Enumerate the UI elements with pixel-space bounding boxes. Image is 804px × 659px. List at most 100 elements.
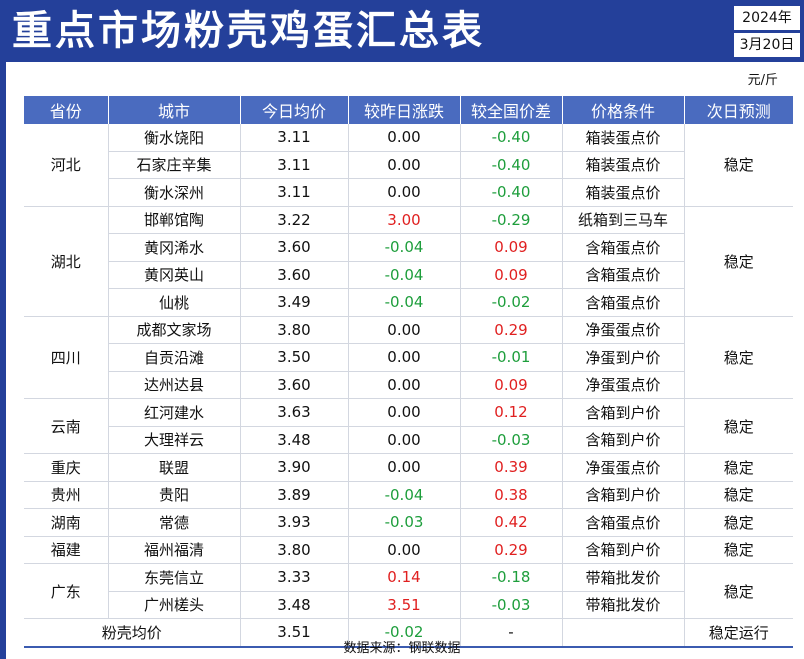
column-header: 城市 (107, 96, 240, 124)
change-cell: -0.04 (347, 233, 460, 262)
price-cell: 3.33 (239, 563, 348, 592)
diff-cell: -0.03 (459, 591, 562, 619)
forecast-cell: 稳定 (683, 563, 793, 619)
price-cell: 3.11 (239, 151, 348, 179)
diff-cell: 0.09 (459, 233, 562, 262)
unit-label: 元/斤 (747, 73, 778, 88)
city-cell: 联盟 (107, 453, 240, 482)
province-cell: 四川 (24, 316, 108, 399)
diff-cell: -0.40 (459, 178, 562, 207)
table-row: 黄冈浠水 3.60 -0.04 0.09 含箱蛋点价 (24, 233, 793, 262)
price-cell: 3.49 (239, 288, 348, 317)
city-cell: 福州福清 (107, 536, 240, 564)
table-row: 湖南 常德 3.93 -0.03 0.42 含箱蛋点价 稳定 (24, 508, 793, 537)
column-header: 次日预测 (683, 96, 793, 124)
city-cell: 东莞信立 (107, 563, 240, 592)
forecast-cell: 稳定 (683, 124, 793, 207)
city-cell: 常德 (107, 508, 240, 537)
diff-cell: -0.02 (459, 288, 562, 317)
condition-cell: 含箱到户价 (561, 481, 684, 509)
condition-cell: 带箱批发价 (561, 591, 684, 619)
condition-cell: 纸箱到三马车 (561, 206, 684, 234)
condition-cell: 箱装蛋点价 (561, 178, 684, 207)
price-cell: 3.89 (239, 481, 348, 509)
date-label: 3月20日 (734, 33, 800, 57)
table-row: 衡水深州 3.11 0.00 -0.40 箱装蛋点价 (24, 178, 793, 207)
diff-cell: -0.40 (459, 151, 562, 179)
price-cell: 3.48 (239, 426, 348, 454)
condition-cell: 含箱蛋点价 (561, 288, 684, 317)
table-row: 重庆 联盟 3.90 0.00 0.39 净蛋蛋点价 稳定 (24, 453, 793, 482)
table-row: 福建 福州福清 3.80 0.00 0.29 含箱到户价 稳定 (24, 536, 793, 564)
province-cell: 云南 (24, 398, 108, 454)
change-cell: 3.00 (347, 206, 460, 234)
column-header: 价格条件 (561, 96, 684, 124)
condition-cell: 带箱批发价 (561, 563, 684, 592)
city-cell: 石家庄辛集 (107, 151, 240, 179)
table-row: 石家庄辛集 3.11 0.00 -0.40 箱装蛋点价 (24, 151, 793, 179)
condition-cell: 含箱到户价 (561, 426, 684, 454)
city-cell: 大理祥云 (107, 426, 240, 454)
city-cell: 成都文家场 (107, 316, 240, 344)
city-cell: 衡水饶阳 (107, 124, 240, 152)
diff-cell: 0.42 (459, 508, 562, 537)
city-cell: 仙桃 (107, 288, 240, 317)
diff-cell: 0.29 (459, 316, 562, 344)
table-row: 大理祥云 3.48 0.00 -0.03 含箱到户价 (24, 426, 793, 454)
forecast-cell: 稳定 (683, 508, 793, 537)
city-cell: 广州槎头 (107, 591, 240, 619)
column-header: 较全国价差 (459, 96, 562, 124)
data-source: 数据来源：钢联数据 (343, 641, 461, 656)
province-cell: 贵州 (24, 481, 108, 509)
price-cell: 3.63 (239, 398, 348, 427)
change-cell: 0.00 (347, 178, 460, 207)
price-cell: 3.60 (239, 233, 348, 262)
condition-cell: 含箱到户价 (561, 536, 684, 564)
forecast-cell: 稳定 (683, 206, 793, 317)
province-cell: 河北 (24, 124, 108, 207)
table-row: 四川 成都文家场 3.80 0.00 0.29 净蛋蛋点价 稳定 (24, 316, 793, 399)
diff-cell: -0.29 (459, 206, 562, 234)
condition-cell: 净蛋蛋点价 (561, 453, 684, 482)
change-cell: 0.00 (347, 536, 460, 564)
change-cell: 0.00 (347, 316, 460, 344)
province-cell: 福建 (24, 536, 108, 564)
condition-cell: 含箱到户价 (561, 398, 684, 427)
summary-forecast: 稳定运行 (683, 618, 793, 648)
forecast-cell: 稳定 (683, 398, 793, 454)
table-body: 河北 衡水饶阳 3.11 0.00 -0.40 箱装蛋点价 稳定 石家庄辛集 3.11 0.00-… (24, 124, 793, 648)
condition-cell: 含箱蛋点价 (561, 508, 684, 537)
condition-cell: 净蛋蛋点价 (561, 371, 684, 399)
city-cell: 衡水深州 (107, 178, 240, 207)
diff-cell: 0.09 (459, 261, 562, 289)
province-cell: 广东 (24, 563, 108, 619)
province-cell: 重庆 (24, 453, 108, 482)
price-cell: 3.11 (239, 124, 348, 152)
diff-cell: 0.39 (459, 453, 562, 482)
table-row: 自贡沿滩 3.50 0.00 -0.01 净蛋到户价 (24, 343, 793, 372)
forecast-cell: 稳定 (683, 316, 793, 399)
diff-cell: -0.03 (459, 426, 562, 454)
condition-cell: 净蛋到户价 (561, 343, 684, 372)
table-row: 仙桃 3.49 -0.04 -0.02 含箱蛋点价 (24, 288, 793, 317)
city-cell: 自贡沿滩 (107, 343, 240, 372)
change-cell: 0.00 (347, 398, 460, 427)
summary-row: 粉壳均价 3.51 -0.02- 稳定运行 (24, 618, 793, 648)
forecast-cell: 稳定 (683, 536, 793, 564)
diff-cell: -0.18 (459, 563, 562, 592)
price-cell: 3.22 (239, 206, 348, 234)
diff-cell: 0.38 (459, 481, 562, 509)
column-header: 今日均价 (239, 96, 348, 124)
price-cell: 3.50 (239, 343, 348, 372)
condition-cell: 含箱蛋点价 (561, 261, 684, 289)
column-header: 省份 (24, 96, 108, 124)
summary-change: -0.02 (347, 618, 460, 648)
left-accent-stripe (0, 62, 6, 659)
province-cell: 湖北 (24, 206, 108, 317)
year-label: 2024年 (734, 6, 800, 30)
diff-cell: 0.12 (459, 398, 562, 427)
table-header-row: 省份 城市 今日均价 较昨日涨跌 较全国价差 价格条件 次日预测 (24, 96, 793, 124)
summary-price: 3.51 (239, 618, 348, 648)
price-cell: 3.48 (239, 591, 348, 619)
table-row: 云南 红河建水 3.63 0.00 0.12 含箱到户价 稳定 (24, 398, 793, 454)
